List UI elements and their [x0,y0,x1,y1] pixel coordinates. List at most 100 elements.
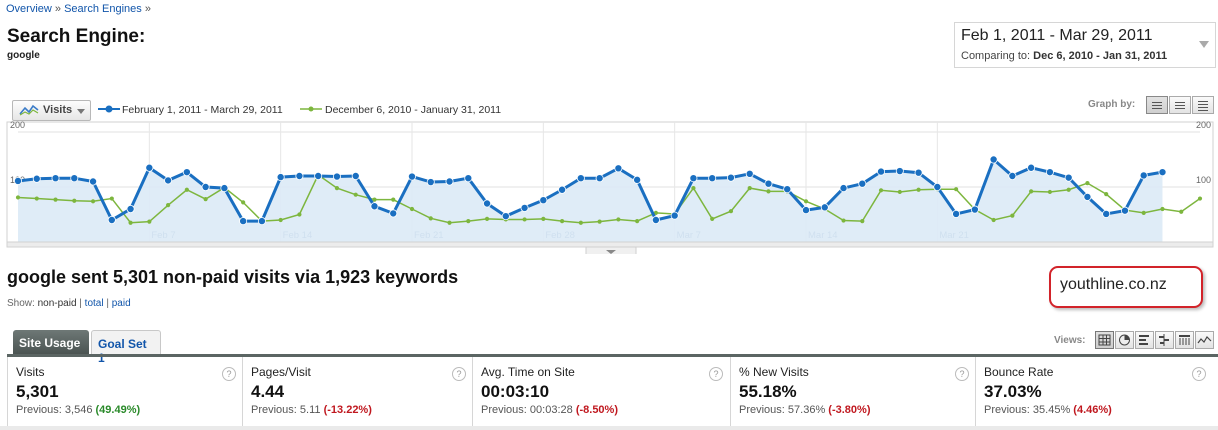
help-icon[interactable]: ? [452,367,466,381]
previous-series-point [391,197,396,202]
date-range-picker[interactable]: Feb 1, 2011 - Mar 29, 2011 Comparing to:… [954,22,1216,68]
graph-by-month-button[interactable] [1192,96,1214,114]
previous-series-point [203,197,208,202]
previous-series-line [17,173,1201,224]
current-series-point [445,177,454,186]
breadcrumb-search-engines-link[interactable]: Search Engines [64,3,142,15]
current-series-point [1008,172,1017,181]
previous-series-point [1066,187,1071,192]
comparison-view-icon[interactable] [1155,331,1174,349]
current-series-point [726,173,735,182]
table-view-icon[interactable] [1095,331,1114,349]
current-series-point [764,179,773,188]
graph-by-day-button[interactable] [1146,96,1168,114]
breadcrumb: Overview » Search Engines » [6,3,151,15]
current-series-point [745,169,754,178]
metric-value: 4.44 [251,382,285,401]
tab-site-usage[interactable]: Site Usage [13,330,89,354]
current-series-point [651,216,660,225]
metric-name: Avg. Time on Site [481,365,575,379]
previous-series-point [334,186,340,191]
current-series-point [126,205,135,214]
help-icon[interactable]: ? [955,367,969,381]
page-title: Search Engine: [7,26,146,47]
sparkline-view-icon[interactable] [1195,331,1214,349]
show-total-link[interactable]: total [84,298,104,309]
current-series-area [18,159,1163,242]
help-icon[interactable]: ? [709,367,723,381]
previous-series-point [691,186,696,191]
chart-scrubber [6,241,1214,248]
show-separator: | [79,298,82,309]
current-series-point [107,216,116,225]
previous-series-point [991,217,996,223]
previous-value: 00:03:28 [529,404,573,416]
previous-series-point [653,210,659,215]
help-icon[interactable]: ? [222,367,236,381]
current-series-point [708,174,717,183]
previous-series-point [1197,196,1203,201]
previous-series-point [597,219,602,224]
previous-series-point [1047,189,1053,195]
metric-bounce-rate: Bounce Rate 37.03% Previous: 35.45% (4.4… [976,357,1218,430]
pivot-view-icon[interactable] [1175,331,1194,349]
previous-label: Previous: [251,404,297,416]
breadcrumb-overview-link[interactable]: Overview [6,3,52,15]
previous-series-point [841,218,846,223]
current-series-point [839,184,848,193]
previous-series-point [409,206,415,212]
current-series-point [220,184,229,193]
compare-range: Dec 6, 2010 - Jan 31, 2011 [1033,50,1168,62]
pie-view-icon[interactable] [1115,331,1134,349]
show-separator: | [106,298,109,309]
current-series-point [389,209,398,218]
page-subtitle: google [7,50,40,61]
current-series-point [257,217,266,226]
legend-green-swatch-icon [300,106,322,112]
metric-selector[interactable]: Visits [12,100,91,121]
date-range-compare: Comparing to: Dec 6, 2010 - Jan 31, 2011 [961,50,1167,62]
help-icon[interactable]: ? [1192,367,1206,381]
previous-series-point [353,192,358,197]
graph-by-label: Graph by: [1088,99,1136,110]
metric-previous: Previous: 57.36% (-3.80%) [739,404,870,416]
previous-series-point [466,219,471,224]
current-series-point [539,196,548,205]
metric-pages-visit: Pages/Visit 4.44 Previous: 5.11 (-13.22%… [243,357,473,430]
current-series-point [32,174,41,183]
previous-series-point [747,186,752,191]
tab-goal-set-1[interactable]: Goal Set 1 [91,330,161,365]
current-series-point [877,167,886,176]
compare-label: Comparing to: [961,50,1031,62]
legend-label-previous: December 6, 2010 - January 31, 2011 [325,104,502,116]
legend-blue-swatch-icon [98,105,120,113]
current-series-point [1064,173,1073,182]
previous-series-point [710,216,715,221]
current-series-point [1158,168,1167,177]
previous-value: 57.36% [787,404,826,416]
chevron-down-icon [1199,41,1209,48]
previous-series-point [1160,206,1165,212]
current-series-point [783,185,792,194]
previous-series-point [15,195,21,200]
previous-series-point [109,196,114,201]
current-series-point [595,174,604,183]
current-series-point [70,174,79,183]
previous-series-point [1104,192,1109,197]
performance-view-icon[interactable] [1135,331,1154,349]
previous-label: Previous: [739,404,785,416]
previous-series-point [916,187,921,192]
current-series-point [989,155,998,164]
metric-selector-label: Visits [43,104,73,116]
previous-series-point [297,212,302,217]
site-callout-text: youthline.co.nz [1060,276,1167,293]
metric-avg-time: Avg. Time on Site 00:03:10 Previous: 00:… [473,357,731,430]
current-series-point [276,173,285,182]
chevron-down-icon [606,250,616,254]
bottom-scroll-bar[interactable] [0,426,1218,430]
current-series-point [1120,206,1129,215]
graph-by-week-button[interactable] [1169,96,1191,114]
show-paid-link[interactable]: paid [111,298,131,309]
current-series-point [1045,168,1054,177]
previous-label: Previous: [984,404,1030,416]
